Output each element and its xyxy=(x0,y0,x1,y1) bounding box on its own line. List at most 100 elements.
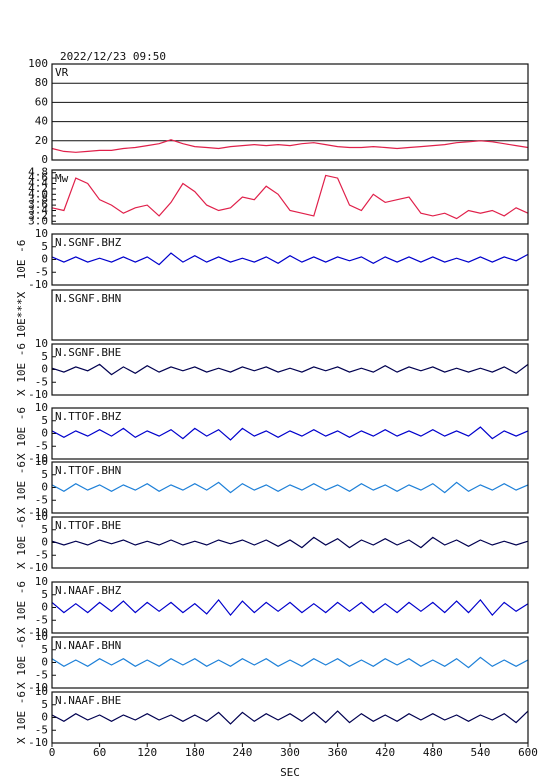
y-tick-label: -10 xyxy=(28,736,48,749)
y-tick-label: 10 xyxy=(35,455,48,468)
y-tick-label: 10 xyxy=(35,510,48,523)
trace xyxy=(51,363,529,376)
panel-label: N.SGNF.BHZ xyxy=(55,236,122,249)
y-tick-label: 5 xyxy=(41,468,48,481)
y-tick-label: -10 xyxy=(28,561,48,574)
y-axis-label: 10E -6 xyxy=(15,240,28,280)
x-tick-label: 120 xyxy=(137,746,157,759)
y-tick-label: 0 xyxy=(41,711,48,724)
y-tick-label: 5 xyxy=(41,643,48,656)
y-tick-label: -5 xyxy=(35,548,48,561)
x-tick-label: 360 xyxy=(328,746,348,759)
trace xyxy=(51,139,529,153)
panel-frame xyxy=(51,169,529,225)
y-tick-label: 0 xyxy=(41,363,48,376)
y-tick-label: -10 xyxy=(28,278,48,291)
y-tick-label: -10 xyxy=(28,452,48,465)
x-tick-label: 600 xyxy=(518,746,538,759)
panel-label: N.TTOF.BHE xyxy=(55,519,121,532)
y-tick-label: 3.2 xyxy=(28,209,48,222)
y-tick-label: 10 xyxy=(35,227,48,240)
panel-label: N.SGNF.BHN xyxy=(55,292,121,305)
x-tick-label: 180 xyxy=(185,746,205,759)
y-tick-label: 3.0 xyxy=(28,214,48,227)
y-tick-label: -5 xyxy=(35,493,48,506)
y-tick-label: 20 xyxy=(35,134,48,147)
y-tick-label: 10 xyxy=(35,337,48,350)
y-tick-label: 5 xyxy=(41,414,48,427)
panel-frame xyxy=(51,407,529,460)
panel-label: Mw xyxy=(55,172,69,185)
x-tick-label: 540 xyxy=(470,746,490,759)
panel-frame xyxy=(51,343,529,396)
x-tick-label: 60 xyxy=(93,746,106,759)
y-tick-label: -5 xyxy=(35,723,48,736)
y-tick-label: 3.8 xyxy=(28,193,48,206)
trace xyxy=(51,656,529,669)
trace xyxy=(51,710,529,725)
panel-frame xyxy=(51,516,529,569)
y-tick-label: 5 xyxy=(41,523,48,536)
trace xyxy=(51,252,529,266)
y-tick-label: -5 xyxy=(35,613,48,626)
y-axis-label: 10E***X xyxy=(15,291,28,338)
panel-frame xyxy=(51,63,529,161)
y-tick-label: 10 xyxy=(35,630,48,643)
y-tick-label: -10 xyxy=(28,388,48,401)
panel-label: N.SGNF.BHE xyxy=(55,346,121,359)
y-tick-label: 80 xyxy=(35,76,48,89)
y-tick-label: -5 xyxy=(35,375,48,388)
y-tick-label: 3.6 xyxy=(28,198,48,211)
y-tick-label: 40 xyxy=(35,115,48,128)
y-tick-label: 10 xyxy=(35,685,48,698)
y-tick-label: 4.0 xyxy=(28,187,48,200)
y-tick-label: -5 xyxy=(35,439,48,452)
trace xyxy=(51,598,529,617)
panel-label: VR xyxy=(55,66,69,79)
x-tick-label: 420 xyxy=(375,746,395,759)
y-axis-label: X 10E -6 xyxy=(15,343,28,396)
x-tick-label: 0 xyxy=(49,746,56,759)
panel-frame xyxy=(51,636,529,689)
y-tick-label: 0 xyxy=(41,153,48,166)
panel-frame xyxy=(51,581,529,634)
y-tick-label: -5 xyxy=(35,668,48,681)
y-axis-label: X 10E -6 xyxy=(15,636,28,689)
y-tick-label: 3.4 xyxy=(28,204,48,217)
panel-frame xyxy=(51,233,529,286)
y-tick-label: -10 xyxy=(28,506,48,519)
y-tick-label: 4.4 xyxy=(28,177,48,190)
panel-frame xyxy=(51,289,529,341)
x-tick-label: 480 xyxy=(423,746,443,759)
y-tick-label: 10 xyxy=(35,575,48,588)
y-tick-label: 5 xyxy=(41,588,48,601)
y-tick-label: 5 xyxy=(41,350,48,363)
y-tick-label: 0 xyxy=(41,481,48,494)
y-axis-label: X 10E -6 xyxy=(15,581,28,634)
y-axis-label: X 10E -6 xyxy=(15,461,28,514)
y-tick-label: 0 xyxy=(41,536,48,549)
y-axis-label: X 10E -6 xyxy=(15,516,28,569)
x-tick-label: 300 xyxy=(280,746,300,759)
panel-label: N.TTOF.BHN xyxy=(55,464,121,477)
y-tick-label: -10 xyxy=(28,626,48,639)
y-axis-label: X 10E -6 xyxy=(15,691,28,744)
trace xyxy=(51,481,529,494)
y-tick-label: 5 xyxy=(41,698,48,711)
y-tick-label: 60 xyxy=(35,95,48,108)
panel-label: N.NAAF.BHZ xyxy=(55,584,122,597)
chart-title: 2022/12/23 09:50 xyxy=(60,50,166,63)
x-tick-label: 240 xyxy=(232,746,252,759)
trace xyxy=(51,426,529,441)
y-tick-label: 5 xyxy=(41,240,48,253)
panel-label: N.NAAF.BHN xyxy=(55,639,121,652)
y-tick-label: 0 xyxy=(41,427,48,440)
y-tick-label: -5 xyxy=(35,265,48,278)
y-tick-label: -10 xyxy=(28,681,48,694)
panel-frame xyxy=(51,461,529,514)
panel-frame xyxy=(51,691,529,744)
y-axis-label: X 10E -6 xyxy=(15,407,28,460)
y-tick-label: 0 xyxy=(41,601,48,614)
